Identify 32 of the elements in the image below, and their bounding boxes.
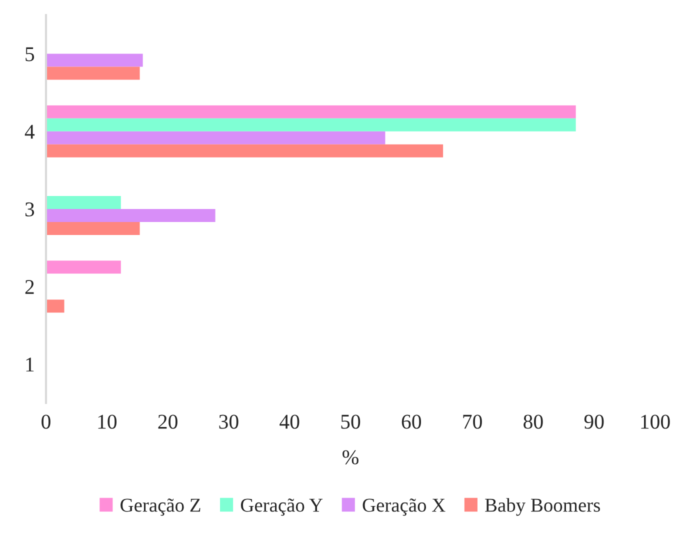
x-tick-label: 20 <box>158 414 178 429</box>
bar <box>46 118 576 132</box>
x-tick-label: 70 <box>463 414 482 429</box>
x-axis-title: % <box>342 450 358 464</box>
legend-label: Geração Y <box>240 498 323 516</box>
y-tick-label: 2 <box>25 280 34 294</box>
bar <box>46 196 121 209</box>
bar <box>46 209 216 222</box>
legend-label: Baby Boomers <box>485 498 600 516</box>
bar <box>46 54 143 67</box>
y-tick-label: 4 <box>24 124 35 139</box>
legend-label: Geração X <box>362 498 446 516</box>
x-tick-label: 30 <box>219 414 238 429</box>
y-tick-label: 1 <box>26 358 34 372</box>
x-tick-label: 60 <box>402 414 422 429</box>
bar <box>46 222 140 235</box>
x-tick-label: 0 <box>42 414 50 429</box>
legend-label: Geração Z <box>120 498 200 516</box>
x-tick-label: 50 <box>341 414 360 429</box>
bar <box>46 105 576 118</box>
bar <box>46 144 444 158</box>
y-tick-label: 3 <box>25 202 34 216</box>
y-tick-label: 5 <box>26 47 34 62</box>
x-tick-label: 100 <box>641 414 670 429</box>
bar <box>46 300 64 313</box>
x-tick-label: 90 <box>584 414 604 429</box>
x-tick-label: 40 <box>280 414 300 429</box>
bar <box>46 66 140 80</box>
bar <box>46 260 121 274</box>
x-tick-label: 80 <box>524 414 543 429</box>
x-tick-label: 10 <box>98 414 117 429</box>
bar <box>46 131 386 144</box>
